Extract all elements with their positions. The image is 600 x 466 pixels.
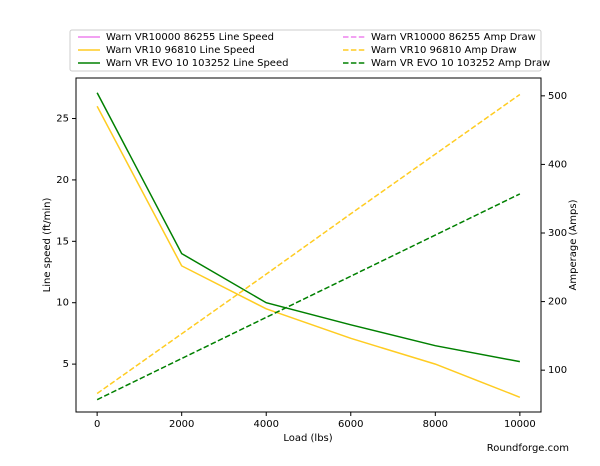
plot-frame xyxy=(75,77,542,413)
legend-label: Warn VR10 96810 Line Speed xyxy=(106,45,255,56)
legend-label: Warn VR10 96810 Amp Draw xyxy=(371,45,517,56)
y2-tick-label: 400 xyxy=(548,159,567,170)
legend-label: Warn VR EVO 10 103252 Amp Draw xyxy=(371,58,550,69)
y2-tick-label: 100 xyxy=(548,365,567,376)
watermark: Roundforge.com xyxy=(487,443,569,454)
y2-tick-label: 200 xyxy=(548,297,567,308)
series-line xyxy=(96,105,521,398)
y2-tick-label: 300 xyxy=(548,228,567,239)
y-axis-label: Line speed (ft/min) xyxy=(42,198,53,293)
x-tick-label: 10000 xyxy=(504,419,536,430)
x-tick-label: 0 xyxy=(94,419,100,430)
x-tick-label: 2000 xyxy=(169,419,194,430)
y-tick-label: 15 xyxy=(56,236,69,247)
y2-axis-label: Amperage (Amps) xyxy=(568,199,579,290)
x-axis-label: Load (lbs) xyxy=(283,433,332,444)
y-tick-label: 10 xyxy=(56,298,69,309)
legend-label: Warn VR10000 86255 Line Speed xyxy=(106,32,274,43)
series-line xyxy=(96,193,521,401)
x-tick-label: 6000 xyxy=(338,419,363,430)
series-line xyxy=(96,93,521,395)
legend-label: Warn VR10000 86255 Amp Draw xyxy=(371,32,536,43)
series-line xyxy=(96,92,521,363)
y-tick-label: 20 xyxy=(56,175,69,186)
y2-tick-label: 500 xyxy=(548,91,567,102)
legend-label: Warn VR EVO 10 103252 Line Speed xyxy=(106,58,288,69)
y-tick-label: 25 xyxy=(56,114,69,125)
legend-box xyxy=(69,29,542,72)
x-tick-label: 4000 xyxy=(254,419,279,430)
x-tick-label: 8000 xyxy=(423,419,448,430)
y-tick-label: 5 xyxy=(63,359,69,370)
